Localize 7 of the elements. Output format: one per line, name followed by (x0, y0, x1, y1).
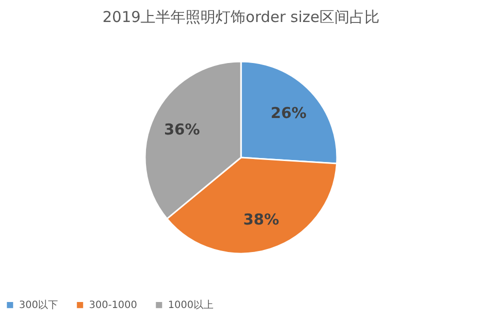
legend-label: 300以下 (19, 299, 58, 312)
chart-title: 2019上半年照明灯饰order size区间占比 (102, 8, 380, 26)
legend-label: 300-1000 (89, 300, 138, 312)
data-label: 36% (164, 120, 200, 139)
data-label: 26% (270, 104, 307, 122)
legend-label: 1000以上 (168, 299, 214, 312)
data-label: 38% (243, 210, 280, 229)
